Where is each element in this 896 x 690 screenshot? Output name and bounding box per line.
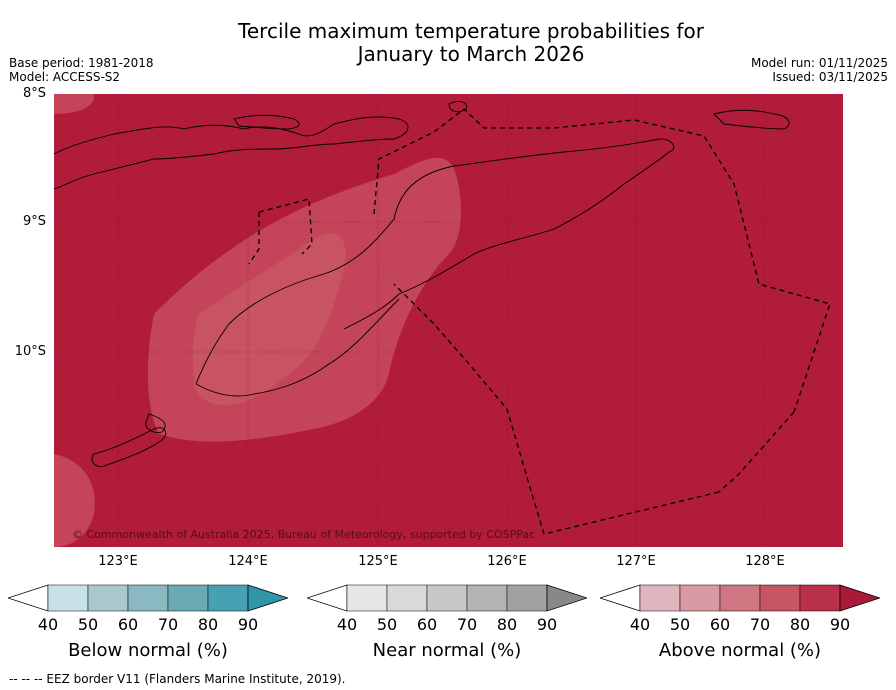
eez-border-north — [258, 198, 313, 255]
colorbar-near-segment-80 — [506, 584, 548, 612]
colorbar-near-segment-70 — [466, 584, 508, 612]
colorbar-above-segment-70 — [759, 584, 801, 612]
colorbar-near — [307, 584, 587, 612]
meta-left: Base period: 1981-2018 Model: ACCESS-S2 — [9, 56, 154, 84]
lon-label-126e: 126°E — [487, 554, 527, 569]
colorbar-above-tick-60: 60 — [709, 615, 731, 634]
chart-title: Tercile maximum temperature probabilitie… — [0, 20, 896, 66]
colorbar-above-tick-40: 40 — [629, 615, 651, 634]
model-run: Model run: 01/11/2025 — [750, 56, 888, 70]
colorbar-above-max-arrow — [839, 584, 880, 612]
colorbar-above-segment-40 — [639, 584, 681, 612]
colorbar-near-label: Near normal (%) — [372, 640, 522, 661]
lon-label-124e: 124°E — [228, 554, 268, 569]
colorbar-near-tick-60: 60 — [416, 615, 438, 634]
title-line-2: January to March 2026 — [357, 42, 585, 66]
colorbar-below — [8, 584, 288, 612]
coastline-timor-south — [195, 298, 400, 397]
colorbar-near-max-arrow — [546, 584, 587, 612]
colorbar-near-segment-60 — [426, 584, 468, 612]
colorbar-above-label: Above normal (%) — [658, 640, 822, 661]
colorbar-below-segment-50 — [87, 584, 129, 612]
colorbar-below-tick-90: 90 — [237, 615, 259, 634]
colorbar-above-tick-90: 90 — [829, 615, 851, 634]
colorbar-below-segment-60 — [127, 584, 169, 612]
map-copyright: © Commonwealth of Australia 2025, Bureau… — [72, 528, 535, 541]
colorbar-below-min-arrow — [8, 584, 49, 612]
coastline-alor-wetar — [233, 114, 300, 130]
colorbar-above — [600, 584, 880, 612]
colorbar-below-tick-60: 60 — [117, 615, 139, 634]
colorbar-below-max-arrow — [247, 584, 288, 612]
colorbar-near-min-arrow — [307, 584, 348, 612]
colorbar-near-tick-70: 70 — [456, 615, 478, 634]
map-region-above-70-80-southwest — [54, 454, 95, 547]
issued-date: Issued: 03/11/2025 — [772, 70, 888, 84]
coastline-top-island — [448, 101, 467, 113]
lat-label-8s: 8°S — [22, 86, 46, 101]
lon-label-128e: 128°E — [745, 554, 785, 569]
colorbar-below-segment-40 — [47, 584, 89, 612]
lon-label-127e: 127°E — [616, 554, 656, 569]
lat-label-9s: 9°S — [22, 214, 46, 229]
colorbar-above-tick-50: 50 — [669, 615, 691, 634]
colorbar-near-segment-40 — [346, 584, 388, 612]
lon-label-125e: 125°E — [358, 554, 398, 569]
colorbar-above-tick-80: 80 — [789, 615, 811, 634]
colorbar-below-segment-80 — [207, 584, 249, 612]
colorbar-above-segment-50 — [679, 584, 721, 612]
footnote-eez: -- -- -- EEZ border V11 (Flanders Marine… — [9, 672, 346, 686]
colorbar-below-tick-70: 70 — [157, 615, 179, 634]
colorbar-near-tick-80: 80 — [496, 615, 518, 634]
coastlines — [54, 101, 790, 467]
coastline-timor-north — [195, 138, 675, 385]
title-line-1: Tercile maximum temperature probabilitie… — [238, 19, 704, 43]
map-region-above-60-70 — [192, 233, 346, 405]
coastline-flores-islands — [54, 116, 409, 190]
model-name: Model: ACCESS-S2 — [9, 70, 121, 84]
probability-map: © Commonwealth of Australia 2025, Bureau… — [54, 94, 843, 547]
graticule — [54, 94, 843, 547]
colorbar-near-tick-90: 90 — [536, 615, 558, 634]
colorbar-above-segment-60 — [719, 584, 761, 612]
colorbar-below-tick-40: 40 — [37, 615, 59, 634]
coastline-rote-sumba — [145, 413, 166, 433]
colorbar-near-tick-50: 50 — [376, 615, 398, 634]
eez-border-timor-west — [248, 212, 260, 265]
colorbar-near-tick-40: 40 — [336, 615, 358, 634]
eez-border-south-west — [543, 491, 720, 535]
eez-border-timor-east — [373, 108, 831, 413]
colorbar-above-min-arrow — [600, 584, 641, 612]
coastline-southwest-island — [91, 427, 167, 467]
eez-border-south — [718, 411, 795, 493]
colorbar-above-segment-80 — [799, 584, 841, 612]
colorbar-below-segment-70 — [167, 584, 209, 612]
eez-border — [248, 108, 831, 535]
colorbar-below-tick-50: 50 — [77, 615, 99, 634]
map-canvas: © Commonwealth of Australia 2025, Bureau… — [54, 94, 843, 547]
colorbar-below-label: Below normal (%) — [68, 640, 228, 661]
lat-label-10s: 10°S — [14, 344, 46, 359]
colorbar-above-tick-70: 70 — [749, 615, 771, 634]
map-region-above-70-80-northwest — [54, 94, 95, 114]
coastline-small-islands-northeast — [713, 109, 790, 130]
colorbar-below-tick-80: 80 — [197, 615, 219, 634]
colorbar-near-segment-50 — [386, 584, 428, 612]
base-period: Base period: 1981-2018 — [9, 56, 154, 70]
meta-right: Model run: 01/11/2025 Issued: 03/11/2025 — [751, 56, 888, 84]
lon-label-123e: 123°E — [98, 554, 138, 569]
